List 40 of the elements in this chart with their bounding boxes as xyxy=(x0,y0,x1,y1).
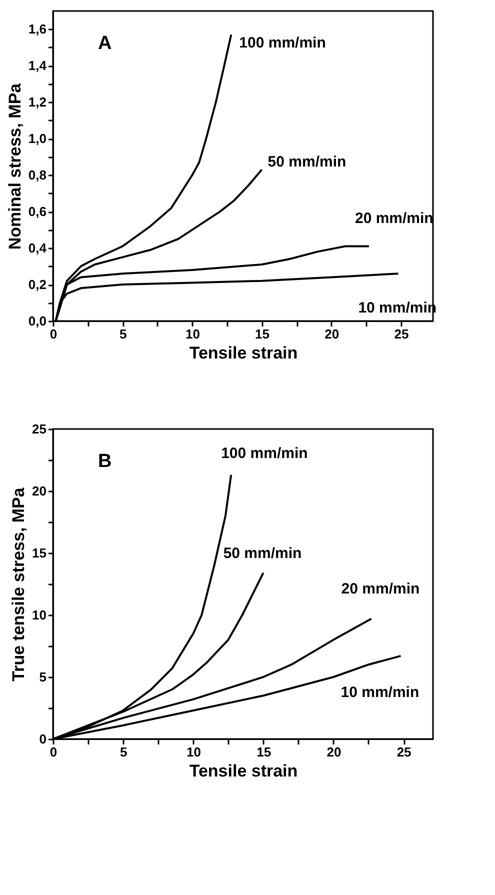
x-tick-label: 0 xyxy=(50,744,58,760)
y-axis-title: Nominal stress, MPa xyxy=(5,82,24,250)
y-tick-label: 1,2 xyxy=(28,94,46,110)
x-tick-label: 20 xyxy=(324,326,340,342)
y-tick-label: 1,0 xyxy=(28,131,46,146)
x-tick-label: 5 xyxy=(120,744,128,760)
y-tick-label: 0,8 xyxy=(28,168,46,183)
y-tick-label: 0,2 xyxy=(28,277,46,292)
y-tick-label: 0 xyxy=(39,732,46,746)
x-tick-label: 15 xyxy=(255,326,270,342)
x-tick-label: 5 xyxy=(119,326,127,342)
y-tick-label: 0,0 xyxy=(28,314,46,328)
series-label: 100 mm/min xyxy=(239,34,326,52)
x-tick-label: 25 xyxy=(396,744,412,760)
series-label: 10 mm/min xyxy=(340,684,420,701)
series-label: 50 mm/min xyxy=(268,154,346,171)
y-tick-label: 25 xyxy=(32,422,46,436)
y-tick-label: 1,6 xyxy=(28,22,46,37)
y-tick-label: 5 xyxy=(39,670,46,684)
y-axis-title: True tensile stress, MPa xyxy=(9,487,28,682)
y-tick-label: 20 xyxy=(32,484,46,498)
x-tick-label: 0 xyxy=(50,326,58,342)
x-tick-label: 10 xyxy=(185,326,200,342)
x-tick-label: 25 xyxy=(394,326,409,342)
x-tick-label: 20 xyxy=(326,744,342,760)
annotation: B xyxy=(98,451,112,472)
y-tick-label: 15 xyxy=(32,546,46,560)
y-tick-label: 10 xyxy=(32,608,46,622)
text: 20 mm/min xyxy=(341,580,420,598)
series-label: 100 mm/min xyxy=(221,444,308,462)
y-tick-label: 1,4 xyxy=(28,58,48,74)
y-tick-label: 0,6 xyxy=(28,204,46,220)
series-label: 20 mm/min xyxy=(354,210,434,228)
x-axis-title: Tensile strain xyxy=(189,762,298,780)
y-tick-label: 0,4 xyxy=(28,240,48,256)
series-label: 50 mm/min xyxy=(223,544,302,562)
annotation: A xyxy=(98,33,112,54)
x-tick-label: 10 xyxy=(186,744,201,760)
x-tick-label: 15 xyxy=(256,744,272,760)
x-axis-title: Tensile strain xyxy=(189,344,298,362)
